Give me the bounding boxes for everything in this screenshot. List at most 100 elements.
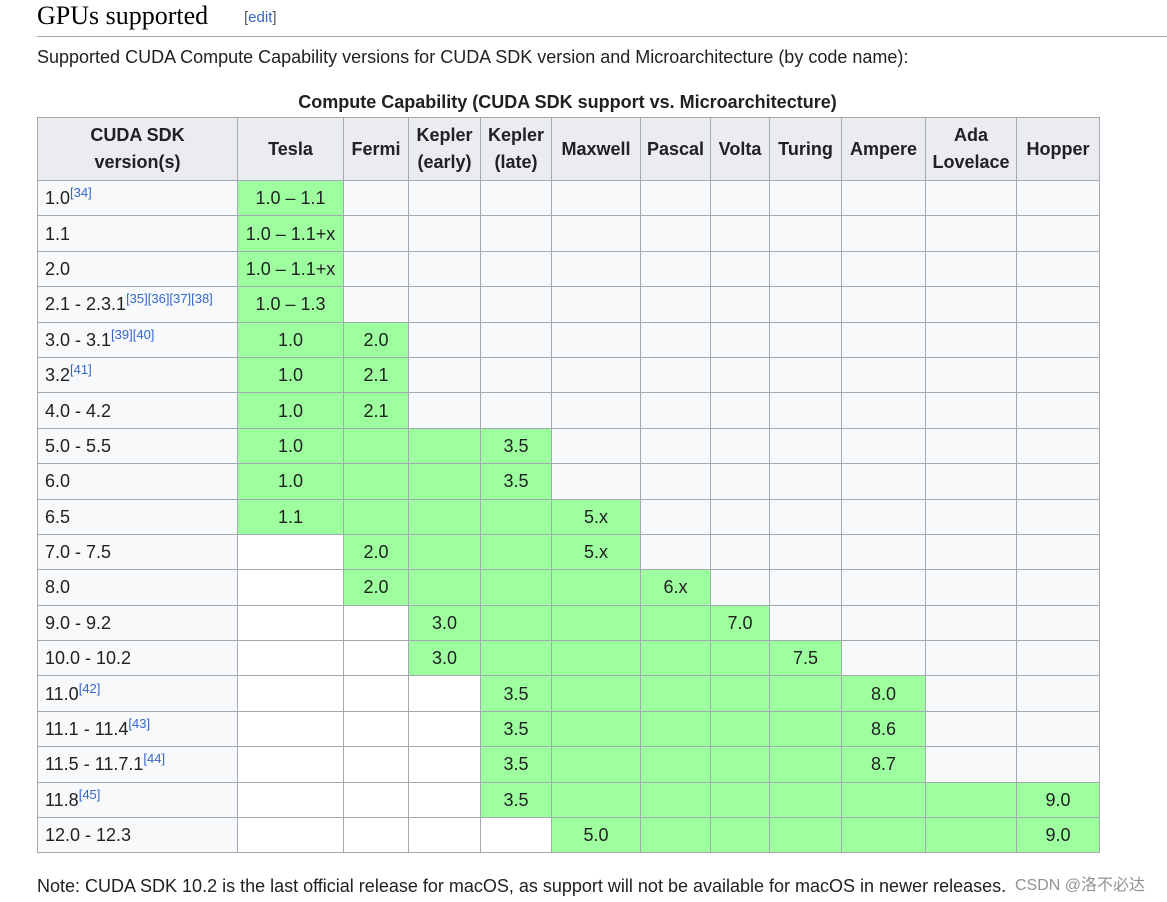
capability-cell-supported (551, 710, 641, 748)
reference-links[interactable]: [45] (78, 786, 101, 802)
capability-cell-empty (841, 356, 926, 394)
capability-cell-supported (769, 746, 842, 783)
capability-cell-supported: 1.0 (237, 392, 344, 429)
sdk-version: 7.0 - 7.5 (45, 542, 112, 563)
header-text: Tesla (268, 138, 313, 159)
capability-cell-empty (841, 179, 926, 217)
capability-cell-empty (925, 392, 1017, 429)
capability-cell-supported (710, 781, 770, 819)
capability-cell-empty (769, 604, 842, 642)
capability-cell-supported: 7.5 (769, 640, 842, 677)
capability-cell-empty (480, 817, 552, 854)
capability-cell-supported: 7.0 (710, 604, 770, 642)
capability-cell-empty (769, 427, 842, 465)
sdk-version: 11.8 (45, 789, 79, 810)
reference-links[interactable]: [43] (128, 716, 151, 732)
capability-cell-empty (841, 463, 926, 500)
capability-cell-empty (551, 321, 641, 358)
capability-cell-supported (408, 463, 481, 500)
capability-cell-empty (408, 675, 481, 712)
capability-cell-empty (710, 463, 770, 500)
capability-cell-empty (1016, 427, 1100, 465)
reference-links[interactable]: [39][40] (111, 326, 155, 342)
capability-cell-empty (769, 321, 842, 358)
capability-cell-empty (408, 817, 481, 854)
capability-cell-empty (710, 286, 770, 323)
header-arch: Hopper (1016, 117, 1100, 181)
capability-cell-empty (1016, 321, 1100, 358)
capability-cell-supported (408, 427, 481, 465)
table-row: 8.0 2.0 6.x (37, 569, 1100, 606)
capability-cell-empty (925, 250, 1017, 288)
sdk-version-cell: 6.5 (37, 498, 238, 535)
table-row: 2.1 - 2.3.1[35][36][37][38] 1.0 – 1.3 (37, 286, 1100, 323)
footnote: Note: CUDA SDK 10.2 is the last official… (37, 876, 1007, 896)
capability-cell-supported (343, 463, 409, 500)
table-row: 5.0 - 5.5 1.0 3.5 (37, 427, 1100, 465)
capability-cell-empty (710, 179, 770, 217)
capability-cell-empty (1016, 533, 1100, 571)
capability-cell-supported (640, 604, 711, 642)
header-arch: Ampere (841, 117, 926, 181)
capability-cell-supported (769, 675, 842, 712)
header-text: Turing (778, 138, 833, 159)
capability-cell-empty (343, 675, 409, 712)
capability-cell-empty (640, 498, 711, 535)
capability-cell-supported: 3.5 (480, 710, 552, 748)
sdk-version-cell: 6.0 (37, 463, 238, 500)
sdk-version: 3.0 - 3.1 (45, 329, 112, 350)
table-header-row: CUDA SDK version(s) Tesla Fermi Kepler (early… (37, 117, 1100, 181)
sdk-version-cell: 7.0 - 7.5 (37, 533, 238, 571)
capability-cell-empty (237, 604, 344, 642)
table-row: 7.0 - 7.5 2.0 5.x (37, 533, 1100, 571)
capability-cell-empty (408, 710, 481, 748)
capability-cell-supported: 2.0 (343, 533, 409, 571)
header-text: Kepler (416, 125, 473, 145)
header-arch: Pascal (640, 117, 711, 181)
capability-cell-empty (640, 286, 711, 323)
reference-links[interactable]: [41] (70, 362, 92, 378)
edit-link[interactable]: edit (248, 9, 273, 26)
table-row: 3.0 - 3.1[39][40] 1.0 2.0 (37, 321, 1100, 358)
capability-cell-supported: 1.0 – 1.3 (237, 286, 344, 323)
capability-cell-supported (551, 675, 641, 712)
capability-cell-empty (551, 286, 641, 323)
capability-cell-supported (480, 604, 552, 642)
capability-cell-supported: 9.0 (1016, 781, 1100, 819)
header-text: Volta (718, 138, 762, 159)
capability-cell-supported (769, 781, 842, 819)
capability-cell-supported (640, 746, 711, 783)
reference-links[interactable]: [35][36][37][38] (126, 291, 213, 307)
reference-links[interactable]: [34] (70, 185, 92, 201)
capability-cell-empty (710, 250, 770, 288)
capability-cell-supported (408, 569, 481, 606)
capability-cell-empty (1016, 640, 1100, 677)
reference-links[interactable]: [44] (143, 751, 166, 767)
reference-links[interactable]: [42] (78, 680, 101, 696)
header-text: Pascal (646, 138, 705, 159)
capability-cell-supported: 5.0 (551, 817, 641, 854)
capability-cell-empty (841, 321, 926, 358)
capability-cell-empty (710, 215, 770, 252)
capability-cell-empty (769, 356, 842, 394)
sdk-version-cell: 11.8[45] (37, 781, 238, 819)
capability-cell-supported (408, 533, 481, 571)
capability-cell-supported: 1.0 (237, 427, 344, 465)
sdk-version-cell: 5.0 - 5.5 (37, 427, 238, 465)
capability-cell-empty (1016, 463, 1100, 500)
capability-cell-empty (408, 286, 481, 323)
header-text: version(s) (94, 152, 181, 172)
table-row: 10.0 - 10.2 3.0 7.5 (37, 640, 1100, 677)
sdk-version: 5.0 - 5.5 (45, 435, 112, 456)
capability-cell-empty (640, 356, 711, 394)
capability-cell-supported: 3.5 (480, 427, 552, 465)
sdk-version-cell: 2.1 - 2.3.1[35][36][37][38] (37, 286, 238, 323)
capability-cell-empty (480, 215, 552, 252)
capability-cell-supported (710, 640, 770, 677)
capability-cell-empty (925, 286, 1017, 323)
capability-cell-empty (1016, 215, 1100, 252)
sdk-version-cell: 8.0 (37, 569, 238, 606)
capability-cell-empty (237, 569, 344, 606)
sdk-version: 11.0 (45, 683, 79, 704)
capability-cell-empty (1016, 604, 1100, 642)
